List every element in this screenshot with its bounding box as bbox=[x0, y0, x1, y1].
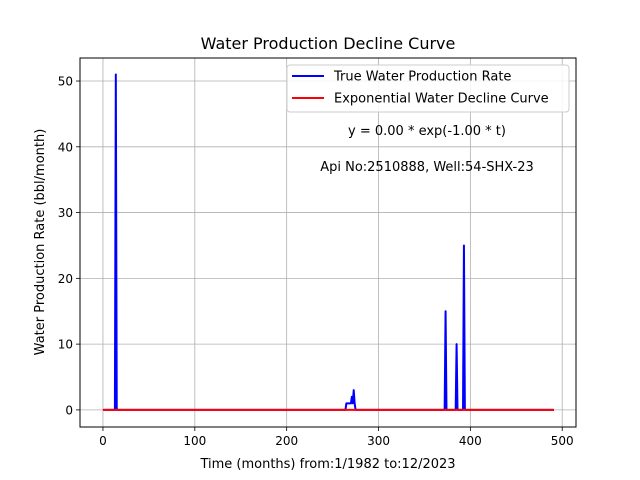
y-tick-label: 40 bbox=[58, 140, 73, 154]
legend-label-exponential-decline: Exponential Water Decline Curve bbox=[334, 92, 549, 107]
plot-background bbox=[80, 58, 576, 427]
y-tick-label: 50 bbox=[58, 75, 73, 89]
plot-frame bbox=[79, 57, 577, 428]
x-axis-label: Time (months) from:1/1982 to:12/2023 bbox=[199, 457, 455, 472]
grid-lines bbox=[80, 58, 576, 427]
legend-label-true-water: True Water Production Rate bbox=[333, 70, 511, 85]
x-tick-label: 500 bbox=[551, 434, 574, 448]
series-layer bbox=[102, 73, 554, 411]
y-tick-label: 30 bbox=[58, 206, 73, 220]
y-axis-label: Water Production Rate (bbl/month) bbox=[33, 129, 48, 356]
x-tick-label: 100 bbox=[183, 434, 206, 448]
x-tick-label: 300 bbox=[367, 434, 390, 448]
y-tick-label: 0 bbox=[65, 403, 73, 417]
legend: True Water Production Rate Exponential W… bbox=[286, 64, 570, 113]
equation-annotation: y = 0.00 * exp(-1.00 * t) bbox=[348, 124, 506, 139]
y-tick-label: 20 bbox=[58, 272, 73, 286]
y-axis-ticks: 0 10 20 30 40 50 bbox=[58, 75, 80, 417]
x-tick-label: 200 bbox=[275, 434, 298, 448]
chart-title: Water Production Decline Curve bbox=[201, 34, 456, 53]
x-axis-ticks: 0 100 200 300 400 500 bbox=[99, 427, 574, 448]
plot-area: 0 100 200 300 400 500 0 10 20 30 40 50 bbox=[58, 57, 577, 448]
x-tick-label: 0 bbox=[99, 434, 107, 448]
legend-box bbox=[286, 64, 570, 113]
y-tick-label: 10 bbox=[58, 338, 73, 352]
well-annotation: Api No:2510888, Well:54-SHX-23 bbox=[320, 160, 534, 175]
x-tick-label: 400 bbox=[459, 434, 482, 448]
